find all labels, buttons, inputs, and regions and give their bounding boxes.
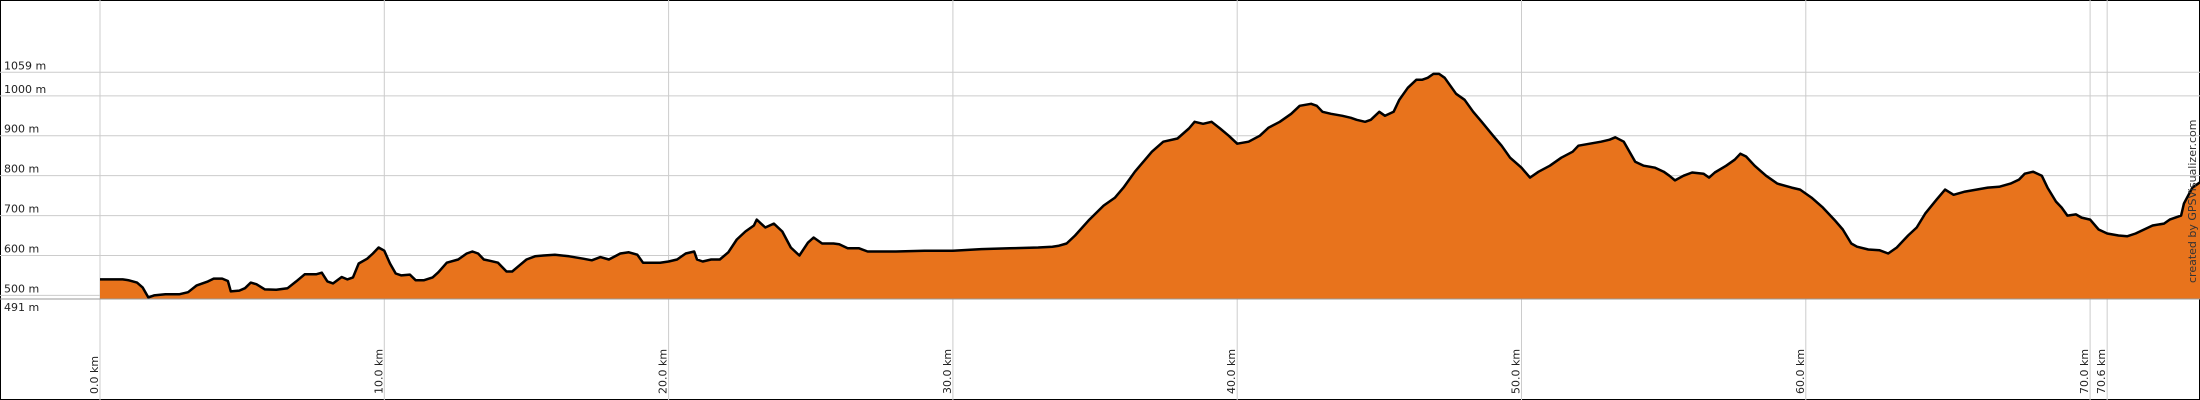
x-tick-label: 30.0 km <box>941 349 954 394</box>
y-tick-label: 900 m <box>4 123 39 136</box>
x-axis-tick-labels: 0.0 km 10.0 km 20.0 km 30.0 km 40.0 km 50.0 k… <box>88 349 2108 394</box>
x-tick-label: 50.0 km <box>1510 349 1523 394</box>
y-axis-tick-labels: 491 m 500 m 600 m 700 m 800 m 900 m 1000 m 1059… <box>4 59 46 314</box>
y-tick-label: 500 m <box>4 282 39 295</box>
y-tick-label: 491 m <box>4 301 39 314</box>
y-tick-label: 700 m <box>4 203 39 216</box>
x-tick-label: 70.0 km <box>2078 349 2091 394</box>
x-tick-label: 60.0 km <box>1794 349 1807 394</box>
x-tick-label: 20.0 km <box>657 349 670 394</box>
elevation-line <box>100 72 2200 299</box>
x-tick-label: 70.6 km <box>2095 349 2108 394</box>
y-tick-label: 1000 m <box>4 83 46 96</box>
credit-text: created by GPSVisualizer.com <box>2186 120 2199 283</box>
y-tick-label: 1059 m <box>4 59 46 72</box>
x-tick-label: 0.0 km <box>88 356 101 394</box>
x-tick-label: 10.0 km <box>372 349 385 394</box>
elevation-fill <box>100 73 2200 299</box>
y-tick-label: 800 m <box>4 163 39 176</box>
x-tick-label: 40.0 km <box>1225 349 1238 394</box>
y-tick-label: 600 m <box>4 242 39 255</box>
elevation-area <box>0 72 2200 300</box>
